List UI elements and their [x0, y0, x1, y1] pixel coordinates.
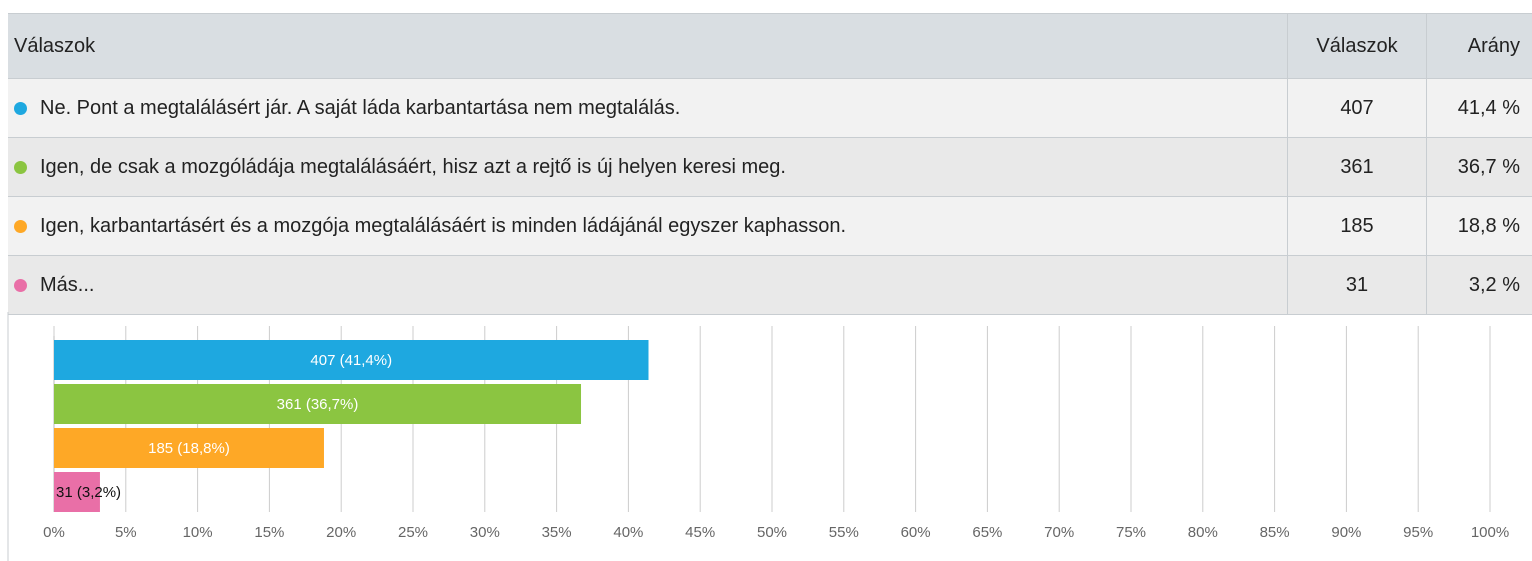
x-tick-label: 20% — [326, 524, 356, 541]
answer-label: Ne. Pont a megtalálásért jár. A saját lá… — [40, 96, 681, 119]
answer-cell: Igen, karbantartásért és a mozgója megta… — [8, 197, 1288, 255]
x-tick-label: 40% — [613, 524, 643, 541]
bar-label: 407 (41,4%) — [310, 352, 392, 369]
table-row: Ne. Pont a megtalálásért jár. A saját lá… — [8, 79, 1532, 138]
answer-cell: Ne. Pont a megtalálásért jár. A saját lá… — [8, 79, 1288, 137]
color-dot — [14, 278, 27, 292]
x-tick-label: 65% — [972, 524, 1002, 541]
bar — [54, 428, 324, 468]
bar-label: 185 (18,8%) — [148, 440, 230, 457]
x-tick-label: 25% — [398, 524, 428, 541]
header-cell: Válaszok — [8, 14, 1288, 78]
x-tick-label: 50% — [757, 524, 787, 541]
x-tick-label: 70% — [1044, 524, 1074, 541]
x-tick-label: 0% — [43, 524, 65, 541]
bar-label: 361 (36,7%) — [277, 396, 359, 413]
share-cell: 36,7 % — [1457, 155, 1520, 178]
color-dot — [14, 160, 27, 174]
x-tick-label: 100% — [1471, 524, 1509, 541]
bar — [54, 472, 100, 512]
table-row: Más... 31 3,2 % — [8, 256, 1532, 315]
x-tick-label: 45% — [685, 524, 715, 541]
x-tick-label: 95% — [1403, 524, 1433, 541]
count-cell: 185 — [1288, 197, 1427, 255]
x-tick-label: 55% — [829, 524, 859, 541]
x-tick-label: 30% — [470, 524, 500, 541]
count-cell: 361 — [1288, 138, 1427, 196]
color-dot — [14, 219, 27, 233]
answer-label: Igen, karbantartásért és a mozgója megta… — [40, 214, 847, 237]
x-tick-label: 90% — [1331, 524, 1361, 541]
bar — [54, 384, 582, 424]
x-tick-label: 80% — [1188, 524, 1218, 541]
header-cell: Válaszok — [1288, 14, 1427, 78]
x-tick-label: 75% — [1116, 524, 1146, 541]
answer-cell: Igen, de csak a mozgóládája megtalálásáé… — [8, 138, 1288, 196]
chart: 0% 5% 10% 15% 20% 25% 30% 35% 40% 45% 50% 55% 60% 65%… — [7, 312, 1509, 561]
share-cell: 41,4 % — [1457, 96, 1520, 119]
color-dot — [14, 101, 27, 115]
share-cell: 3,2 % — [1468, 273, 1520, 296]
x-tick-label: 60% — [901, 524, 931, 541]
results-table: Válaszok Válaszok Arány Ne. Pont a megta… — [8, 13, 1532, 315]
header-row: Válaszok Válaszok Arány — [8, 14, 1532, 79]
x-tick-label: 10% — [183, 524, 213, 541]
table-row: Igen, de csak a mozgóládája megtalálásáé… — [8, 138, 1532, 197]
x-tick-label: 35% — [542, 524, 572, 541]
header-cell: Arány — [1467, 34, 1520, 57]
x-tick-label: 5% — [115, 524, 137, 541]
count-cell: 407 — [1288, 79, 1427, 137]
answer-cell: Más... — [8, 256, 1288, 314]
bar — [54, 340, 649, 380]
answer-label: Más... — [40, 273, 95, 296]
share-cell: 18,8 % — [1457, 214, 1520, 237]
bar-label: 31 (3,2%) — [56, 484, 121, 501]
x-tick-label: 85% — [1260, 524, 1290, 541]
count-cell: 31 — [1288, 256, 1427, 314]
table-row: Igen, karbantartásért és a mozgója megta… — [8, 197, 1532, 256]
x-tick-label: 15% — [254, 524, 284, 541]
answer-label: Igen, de csak a mozgóládája megtalálásáé… — [40, 155, 786, 178]
